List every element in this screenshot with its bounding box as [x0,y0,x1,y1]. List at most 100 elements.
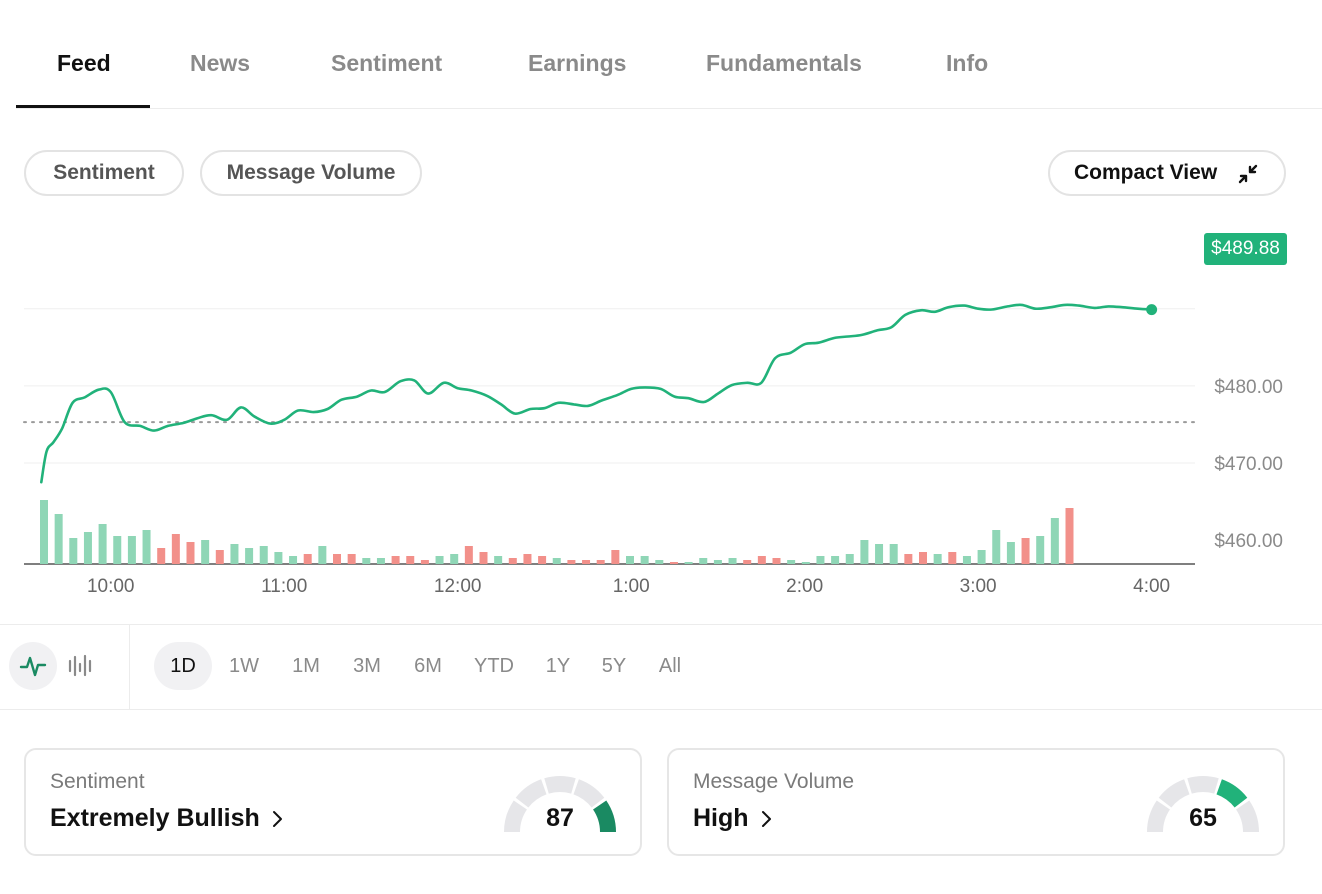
tab-feed[interactable]: Feed [57,50,111,76]
sentiment-value-text: Extremely Bullish [50,804,260,832]
volume-bar [259,546,268,564]
tab-info[interactable]: Info [946,50,989,76]
volume-bar [611,550,620,564]
volume-bar [98,524,107,564]
range-1y[interactable]: 1Y [545,654,571,677]
volume-bar [362,558,371,564]
sentiment-card-value: Extremely Bullish [50,804,286,833]
range-6m[interactable]: 6M [414,654,442,677]
volume-bar [816,556,825,564]
volume-bar [303,554,312,564]
volume-bar [435,556,444,564]
volume-bar [699,558,708,564]
message-volume-score: 65 [1189,804,1217,832]
sentiment-card-label: Sentiment [50,770,145,793]
volume-bar [274,552,283,564]
range-bar: 1D 1W 1M 3M 6M YTD 1Y 5Y All [0,624,1322,710]
x-tick-label: 12:00 [434,576,482,597]
bar-chart-icon [68,654,92,677]
tab-earnings[interactable]: Earnings [528,50,627,76]
gauge-segment [504,800,527,832]
volume-bar [1065,508,1074,564]
active-tab-indicator [16,105,150,108]
volume-bar [875,544,884,564]
compact-view-button[interactable]: Compact View [1048,150,1286,196]
tab-fundamentals[interactable]: Fundamentals [706,50,862,76]
volume-bar [450,554,459,564]
line-chart-button[interactable] [9,642,57,690]
volume-bar [318,546,327,564]
volume-bar [860,540,869,564]
x-tick-label: 2:00 [786,576,823,597]
x-tick-label: 3:00 [960,576,997,597]
range-1m[interactable]: 1M [292,654,320,677]
gauge-segment [515,779,547,808]
y-tick-label: $460.00 [1214,531,1283,552]
compact-view-label: Compact View [1074,161,1218,184]
volume-bar [772,558,781,564]
volume-bar [127,536,136,564]
volume-bar [83,532,92,564]
sentiment-gauge [504,776,616,832]
volume-bar [289,556,298,564]
volume-bar [655,560,664,564]
volume-bar [669,562,678,564]
message-volume-value-text: High [693,804,749,832]
volume-bar [919,552,927,564]
volume-bar [157,548,166,564]
price-chart[interactable]: $480.00 $470.00 $460.00 10:00 11:00 12:00 1:0… [0,210,1322,610]
volume-bar [582,560,591,564]
volume-bar [743,560,752,564]
current-price-badge: $489.88 [1204,233,1287,265]
volume-bar [69,538,78,564]
message-volume-card-label: Message Volume [693,770,855,793]
volume-bar [977,550,986,564]
sentiment-toggle-button[interactable]: Sentiment [24,150,184,196]
tab-sentiment[interactable]: Sentiment [331,50,443,76]
volume-bar [1021,538,1030,564]
volume-bar [552,558,561,564]
volume-bar [538,556,547,564]
y-tick-label: $480.00 [1214,377,1283,398]
gauge-segment [1158,779,1190,808]
message-volume-card[interactable]: Message Volume High 65 [667,748,1285,856]
gauge-segment [1216,779,1248,808]
volume-bar [831,556,840,564]
volume-bar [508,558,517,564]
volume-bar [801,562,810,564]
x-tick-label: 11:00 [261,576,307,597]
volume-bar [230,544,239,564]
volume-bar [992,530,1001,564]
chevron-right-icon [761,810,771,827]
tab-news[interactable]: News [190,50,251,76]
volume-bar [933,554,942,564]
message-volume-toggle-button[interactable]: Message Volume [200,150,422,196]
top-tabs: Feed News Sentiment Earnings Fundamental… [16,0,1322,109]
volume-bar [347,554,356,564]
volume-bar [904,554,913,564]
bar-chart-button[interactable] [56,642,104,690]
volume-bar [962,556,971,564]
volume-bar [1006,542,1015,564]
range-1d[interactable]: 1D [154,642,212,690]
range-1w[interactable]: 1W [229,654,259,677]
volume-bar [142,530,151,564]
range-ytd[interactable]: YTD [474,654,514,677]
volume-bar [406,556,415,564]
gauge-segment [1187,776,1219,794]
volume-bar [1036,536,1045,564]
volume-bar [54,514,63,564]
volume-bar [845,554,854,564]
volume-bar [186,542,195,564]
range-divider [129,625,130,709]
range-5y[interactable]: 5Y [601,654,627,677]
sentiment-card[interactable]: Sentiment Extremely Bullish 87 [24,748,642,856]
volume-bar [596,560,605,564]
volume-bar [757,556,766,564]
range-3m[interactable]: 3M [353,654,381,677]
range-all[interactable]: All [658,654,682,677]
volume-bar [479,552,488,564]
volume-bar [376,558,385,564]
y-tick-label: $470.00 [1214,454,1283,475]
x-tick-label: 4:00 [1133,576,1170,597]
